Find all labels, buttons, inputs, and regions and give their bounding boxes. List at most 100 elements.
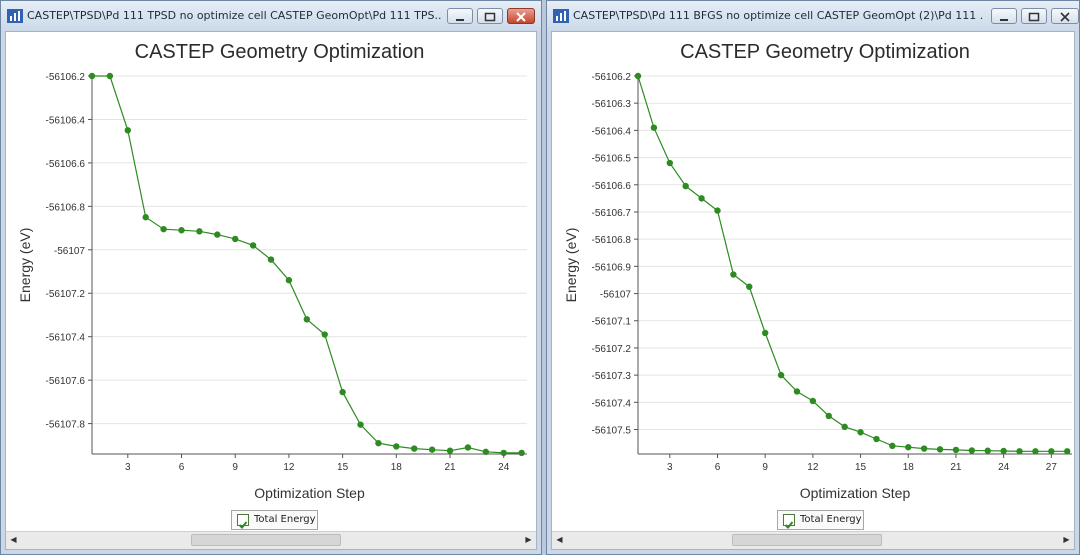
data-point: [124, 127, 132, 134]
legend[interactable]: Total Energy: [777, 510, 864, 530]
scroll-left-icon[interactable]: ◀: [556, 535, 563, 544]
data-point: [1064, 448, 1071, 455]
data-point: [920, 445, 928, 452]
y-tick-label: -56106.5: [592, 154, 632, 165]
data-point: [375, 439, 382, 447]
x-tick-label: 21: [444, 462, 456, 473]
horizontal-scrollbar[interactable]: ◀ ▶: [6, 531, 536, 549]
y-tick-label: -56106.2: [592, 72, 632, 83]
minimize-button[interactable]: [991, 8, 1017, 24]
check-icon: [784, 521, 794, 529]
chart-window-bfgs: CASTEP\TPSD\Pd 111 BFGS no optimize cell…: [546, 0, 1080, 555]
x-tick-label: 21: [950, 462, 962, 473]
scroll-thumb[interactable]: [732, 534, 882, 546]
data-point: [303, 316, 311, 323]
data-point: [698, 195, 705, 202]
x-tick-label: 12: [283, 462, 295, 473]
scroll-left-icon[interactable]: ◀: [10, 535, 17, 544]
horizontal-scrollbar[interactable]: ◀ ▶: [552, 531, 1074, 549]
y-tick-label: -56106.4: [46, 115, 86, 126]
data-point: [650, 124, 658, 131]
check-icon: [238, 521, 248, 529]
chart-app-icon: [553, 9, 569, 23]
data-point: [714, 207, 721, 214]
maximize-icon: [484, 12, 496, 22]
data-point: [1000, 447, 1007, 455]
y-tick-label: -56106.9: [592, 262, 632, 273]
x-tick-label: 15: [337, 462, 349, 473]
y-tick-label: -56107.8: [46, 420, 86, 431]
data-point: [1016, 448, 1023, 455]
data-point: [357, 421, 364, 428]
y-tick-label: -56106.8: [46, 202, 86, 213]
data-point: [482, 448, 490, 456]
x-tick-label: 12: [807, 462, 819, 473]
x-tick-label: 6: [179, 462, 185, 473]
data-point: [682, 182, 689, 190]
y-tick-label: -56107.2: [46, 289, 86, 300]
y-tick-label: -56106.8: [592, 235, 632, 246]
close-button[interactable]: [507, 8, 535, 24]
data-point: [285, 277, 293, 284]
data-point: [936, 446, 944, 453]
y-tick-label: -56107.3: [592, 371, 632, 382]
scroll-thumb[interactable]: [191, 534, 341, 546]
x-tick-label: 24: [998, 462, 1010, 473]
data-point: [464, 444, 472, 451]
y-tick-label: -56107.5: [592, 426, 632, 437]
close-button[interactable]: [1051, 8, 1079, 24]
maximize-icon: [1028, 12, 1040, 22]
x-tick-label: 24: [498, 462, 510, 473]
scroll-right-icon[interactable]: ▶: [525, 535, 532, 544]
title-bar[interactable]: CASTEP\TPSD\Pd 111 BFGS no optimize cell…: [547, 1, 1079, 31]
data-point: [889, 442, 896, 450]
legend-checkbox[interactable]: [237, 514, 249, 529]
data-point: [267, 256, 275, 263]
data-point: [952, 446, 960, 454]
data-point: [160, 225, 167, 233]
data-point: [809, 397, 817, 405]
chart-area: CASTEP Geometry Optimization -56106.2 -561…: [551, 31, 1075, 550]
maximize-button[interactable]: [1021, 8, 1047, 24]
legend-checkbox[interactable]: [783, 514, 795, 529]
data-point: [428, 446, 436, 453]
data-point: [841, 423, 848, 431]
x-tick-label: 3: [125, 462, 131, 473]
y-tick-label: -56107: [600, 290, 632, 301]
minimize-icon: [1000, 19, 1008, 21]
x-tick-label: 6: [715, 462, 721, 473]
data-point: [518, 449, 525, 457]
x-tick-label: 9: [762, 462, 768, 473]
maximize-button[interactable]: [477, 8, 503, 24]
title-bar[interactable]: CASTEP\TPSD\Pd 111 TPSD no optimize cell…: [1, 1, 541, 31]
data-point: [634, 72, 642, 80]
chart-title: CASTEP Geometry Optimization: [135, 41, 425, 63]
data-point: [142, 214, 149, 221]
legend[interactable]: Total Energy: [231, 510, 318, 530]
data-point: [730, 271, 737, 278]
y-tick-label: -56106.4: [592, 126, 632, 137]
minimize-icon: [456, 19, 464, 21]
x-tick-label: 15: [855, 462, 867, 473]
x-tick-label: 18: [903, 462, 915, 473]
window-title: CASTEP\TPSD\Pd 111 TPSD no optimize cell…: [27, 9, 442, 22]
series-line: [637, 75, 1068, 452]
close-icon: [1060, 12, 1070, 22]
data-point: [746, 283, 753, 290]
x-tick-label: 27: [1046, 462, 1058, 473]
y-tick-label: -56106.2: [46, 72, 86, 83]
data-point: [249, 242, 257, 249]
data-point: [196, 228, 203, 235]
chart-area: CASTEP Geometry Optimization -56106.2 -561…: [5, 31, 537, 550]
y-tick-label: -56106.3: [592, 99, 632, 110]
y-tick-label: -56106.6: [592, 181, 632, 192]
data-point: [793, 388, 801, 395]
y-axis-label: Energy (eV): [563, 228, 579, 303]
data-point: [339, 388, 346, 396]
minimize-button[interactable]: [447, 8, 473, 24]
close-icon: [516, 12, 526, 22]
data-point: [761, 329, 769, 337]
data-point: [873, 435, 880, 443]
scroll-right-icon[interactable]: ▶: [1063, 535, 1070, 544]
data-point: [666, 159, 673, 167]
